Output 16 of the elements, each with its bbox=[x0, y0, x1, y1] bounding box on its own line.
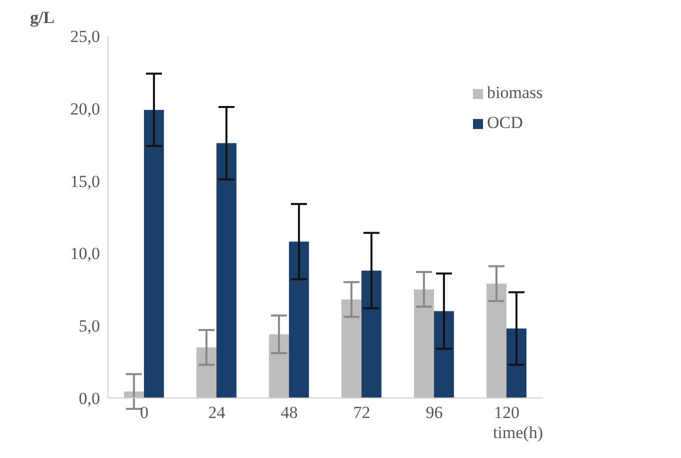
x-tick-label: 72 bbox=[353, 403, 370, 422]
x-tick-label: 120 bbox=[494, 403, 520, 422]
y-tick-label: 10,0 bbox=[70, 244, 100, 264]
x-tick-label: 0 bbox=[140, 403, 148, 422]
legend-label: biomass bbox=[487, 83, 543, 102]
x-tick-label: 24 bbox=[208, 403, 226, 422]
x-tick-label: 96 bbox=[426, 403, 443, 422]
y-tick-label: 20,0 bbox=[70, 99, 100, 118]
y-tick-label: 5,0 bbox=[78, 316, 100, 336]
y-tick-label: 0,0 bbox=[78, 389, 100, 408]
y-axis-title: g/L bbox=[30, 8, 55, 28]
legend-label: OCD bbox=[487, 113, 523, 132]
x-axis-title: time(h) bbox=[492, 423, 543, 442]
y-tick-label: 25,0 bbox=[70, 27, 100, 46]
y-tick-label: 15,0 bbox=[70, 172, 100, 191]
x-tick-label: 48 bbox=[280, 403, 298, 422]
